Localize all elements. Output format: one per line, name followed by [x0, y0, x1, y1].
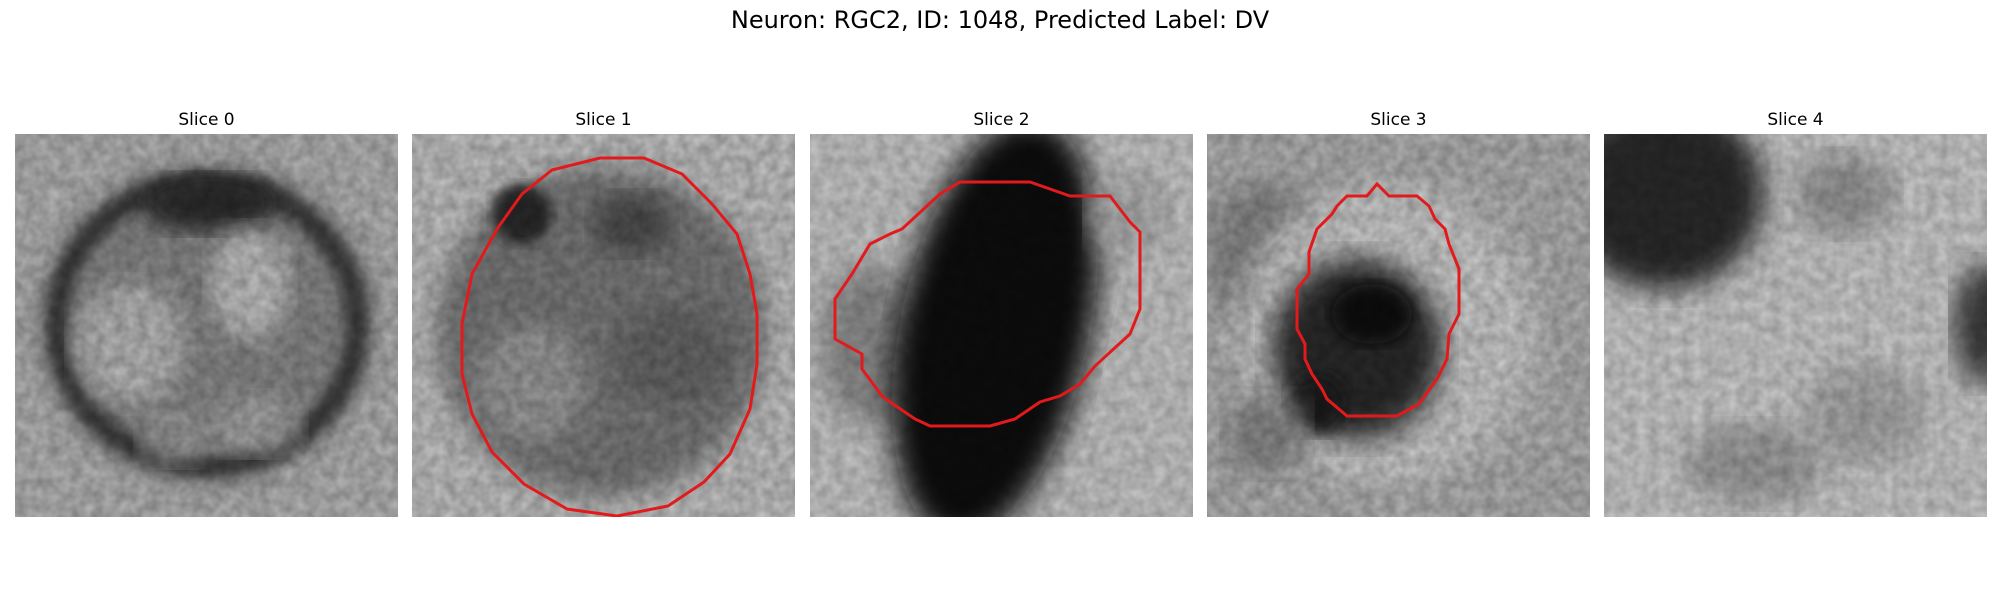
segmentation-contour: [460, 156, 759, 517]
slice-image: [810, 134, 1193, 517]
figure-title: Neuron: RGC2, ID: 1048, Predicted Label:…: [730, 6, 1270, 34]
slice-title: Slice 1: [575, 110, 632, 130]
segmentation-contour: [1295, 181, 1461, 418]
slice-title: Slice 2: [973, 110, 1030, 130]
slice-title: Slice 4: [1767, 110, 1824, 130]
slice-image: [1207, 134, 1590, 517]
slice-image: [1604, 134, 1987, 517]
slice-title: Slice 0: [178, 110, 235, 130]
slice-image: [412, 134, 795, 517]
slice-image: [15, 134, 398, 517]
slice-title: Slice 3: [1370, 110, 1427, 130]
segmentation-contour: [833, 180, 1142, 428]
